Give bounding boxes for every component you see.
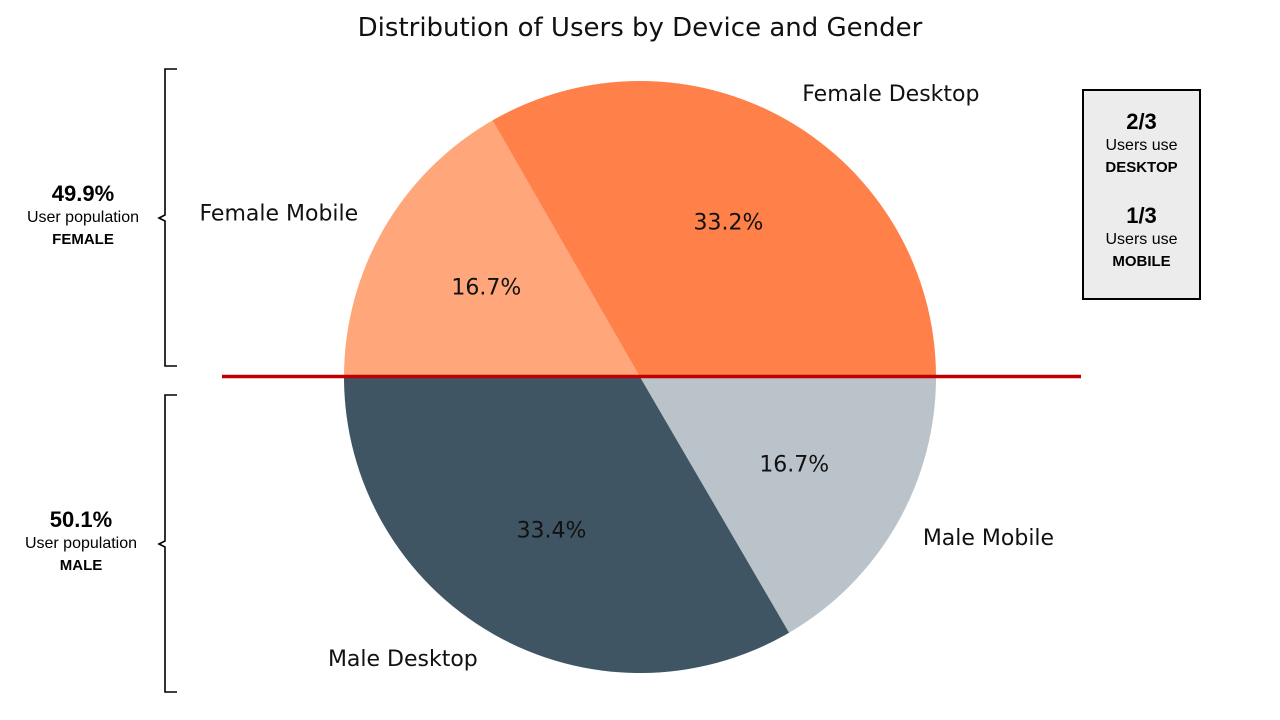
male-summary: 50.1% User population MALE xyxy=(1,507,161,577)
male-gender-label: MALE xyxy=(59,557,103,574)
slice-label-male-mobile: Male Mobile xyxy=(923,526,1054,551)
slice-male-mobile xyxy=(640,375,936,633)
mobile-summary: 1/3 Users use MOBILE xyxy=(1084,203,1199,273)
mobile-fraction: 1/3 xyxy=(1126,203,1157,228)
female-summary: 49.9% User population FEMALE xyxy=(3,181,163,251)
desktop-fraction: 2/3 xyxy=(1126,109,1157,134)
slice-male-desktop xyxy=(344,377,790,673)
slice-female-mobile xyxy=(344,120,640,377)
female-gender-label: FEMALE xyxy=(52,231,114,248)
mobile-device-label: MOBILE xyxy=(1112,253,1171,270)
mobile-caption: Users use xyxy=(1105,231,1178,248)
slice-label-female-mobile: Female Mobile xyxy=(199,201,358,226)
slice-label-female-desktop: Female Desktop xyxy=(802,82,979,107)
chart-title: Distribution of Users by Device and Gend… xyxy=(358,13,923,43)
slice-label-male-desktop: Male Desktop xyxy=(328,647,478,672)
female-bracket xyxy=(157,68,177,367)
pie-slices xyxy=(344,80,936,673)
male-caption: User population xyxy=(24,535,138,552)
pct-label-male-mobile: 16.7% xyxy=(759,452,829,477)
pct-label-female-mobile: 16.7% xyxy=(451,276,521,301)
pct-label-female-desktop: 33.2% xyxy=(694,211,764,236)
female-percentage: 49.9% xyxy=(51,181,115,206)
slice-female-desktop xyxy=(492,80,936,377)
male-bracket xyxy=(157,394,177,693)
desktop-summary: 2/3 Users use DESKTOP xyxy=(1084,109,1199,179)
pct-label-male-desktop: 33.4% xyxy=(517,518,587,543)
female-caption: User population xyxy=(26,209,140,226)
male-percentage: 50.1% xyxy=(49,507,113,532)
pie-labels: 16.7% Female Mobile 33.2% Female Desktop 16.… xyxy=(199,82,1054,672)
device-summary-box: 2/3 Users use DESKTOP 1/3 Users use MOBI… xyxy=(1082,89,1201,300)
desktop-device-label: DESKTOP xyxy=(1105,159,1178,176)
desktop-caption: Users use xyxy=(1105,137,1178,154)
